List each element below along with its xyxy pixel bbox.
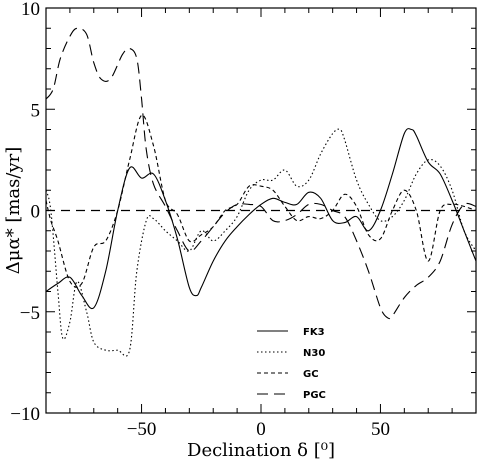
y-tick-label: 0 — [31, 202, 41, 223]
y-tick-label: 5 — [31, 100, 41, 121]
y-axis-title: Δμα* [mas/yr] — [3, 147, 24, 275]
series-layer — [46, 27, 476, 357]
x-tick-label: 50 — [371, 419, 390, 440]
legend-label-gc: GC — [303, 369, 319, 380]
legend: FK3 N30 GC PGC — [257, 327, 326, 401]
y-tick-label: 10 — [21, 0, 40, 20]
legend-label-fk3: FK3 — [303, 327, 325, 338]
y-tick-label: −10 — [10, 404, 40, 425]
x-tick-label: −50 — [127, 419, 157, 440]
series-line-n30 — [46, 128, 476, 357]
legend-label-pgc: PGC — [303, 390, 326, 401]
series-line-gc — [46, 114, 476, 288]
x-axis-title: Declination δ [⁰] — [187, 440, 335, 461]
series-line-fk3 — [46, 128, 476, 310]
y-tick-label: −5 — [20, 303, 40, 324]
x-tick-label: 0 — [256, 419, 266, 440]
series-line-pgc — [46, 27, 476, 320]
legend-label-n30: N30 — [303, 348, 325, 359]
